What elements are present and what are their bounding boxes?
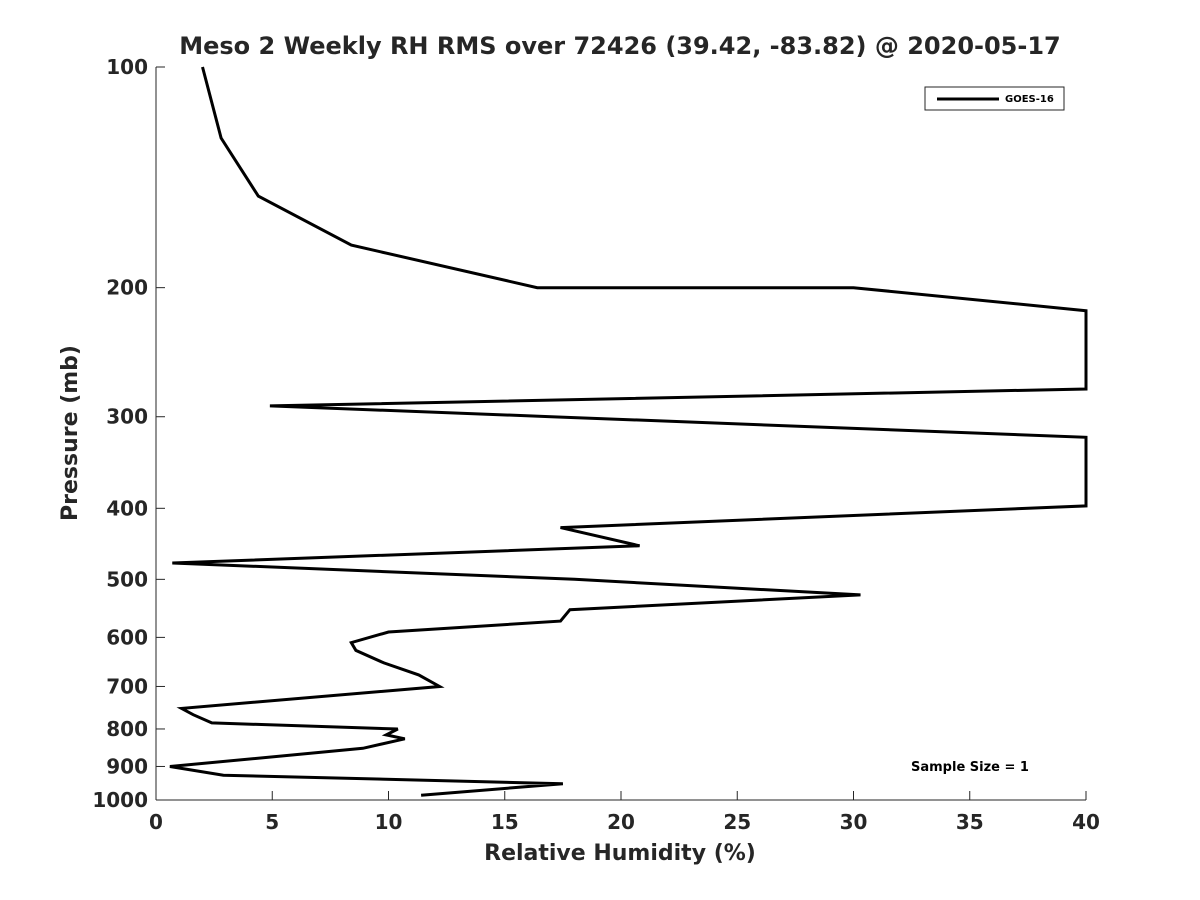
y-tick-label: 900 [106,754,148,778]
y-tick-label: 800 [106,717,148,741]
x-tick-label: 20 [607,810,635,834]
y-tick-label: 300 [106,405,148,429]
series-line-goes-16 [169,66,1088,797]
x-axis-label: Relative Humidity (%) [484,841,756,866]
x-tick-label: 10 [375,810,403,834]
x-ticks: 0 5 10 15 20 25 30 35 40 [149,791,1100,834]
plot-area: 0 5 10 15 20 25 30 35 40 100 200 300 400 500 600 700 80… [92,55,1100,834]
chart-title: Meso 2 Weekly RH RMS over 72426 (39.42, … [179,32,1061,60]
x-tick-label: 35 [956,810,984,834]
y-tick-label: 100 [106,55,148,79]
y-tick-label: 700 [106,674,148,698]
y-tick-label: 1000 [92,788,148,812]
x-tick-label: 15 [491,810,519,834]
y-tick-label: 500 [106,567,148,591]
sample-size-annotation: Sample Size = 1 [911,760,1029,775]
x-tick-label: 5 [265,810,279,834]
legend: GOES-16 [924,86,1065,111]
legend-label-goes-16: GOES-16 [1005,94,1054,105]
x-tick-label: 30 [840,810,868,834]
x-tick-label: 40 [1072,810,1100,834]
x-tick-label: 25 [723,810,751,834]
x-tick-label: 0 [149,810,163,834]
y-tick-label: 400 [106,496,148,520]
y-tick-label: 600 [106,625,148,649]
y-axis-label: Pressure (mb) [58,345,83,521]
y-ticks: 100 200 300 400 500 600 700 800 900 1000 [92,55,165,812]
y-tick-label: 200 [106,276,148,300]
